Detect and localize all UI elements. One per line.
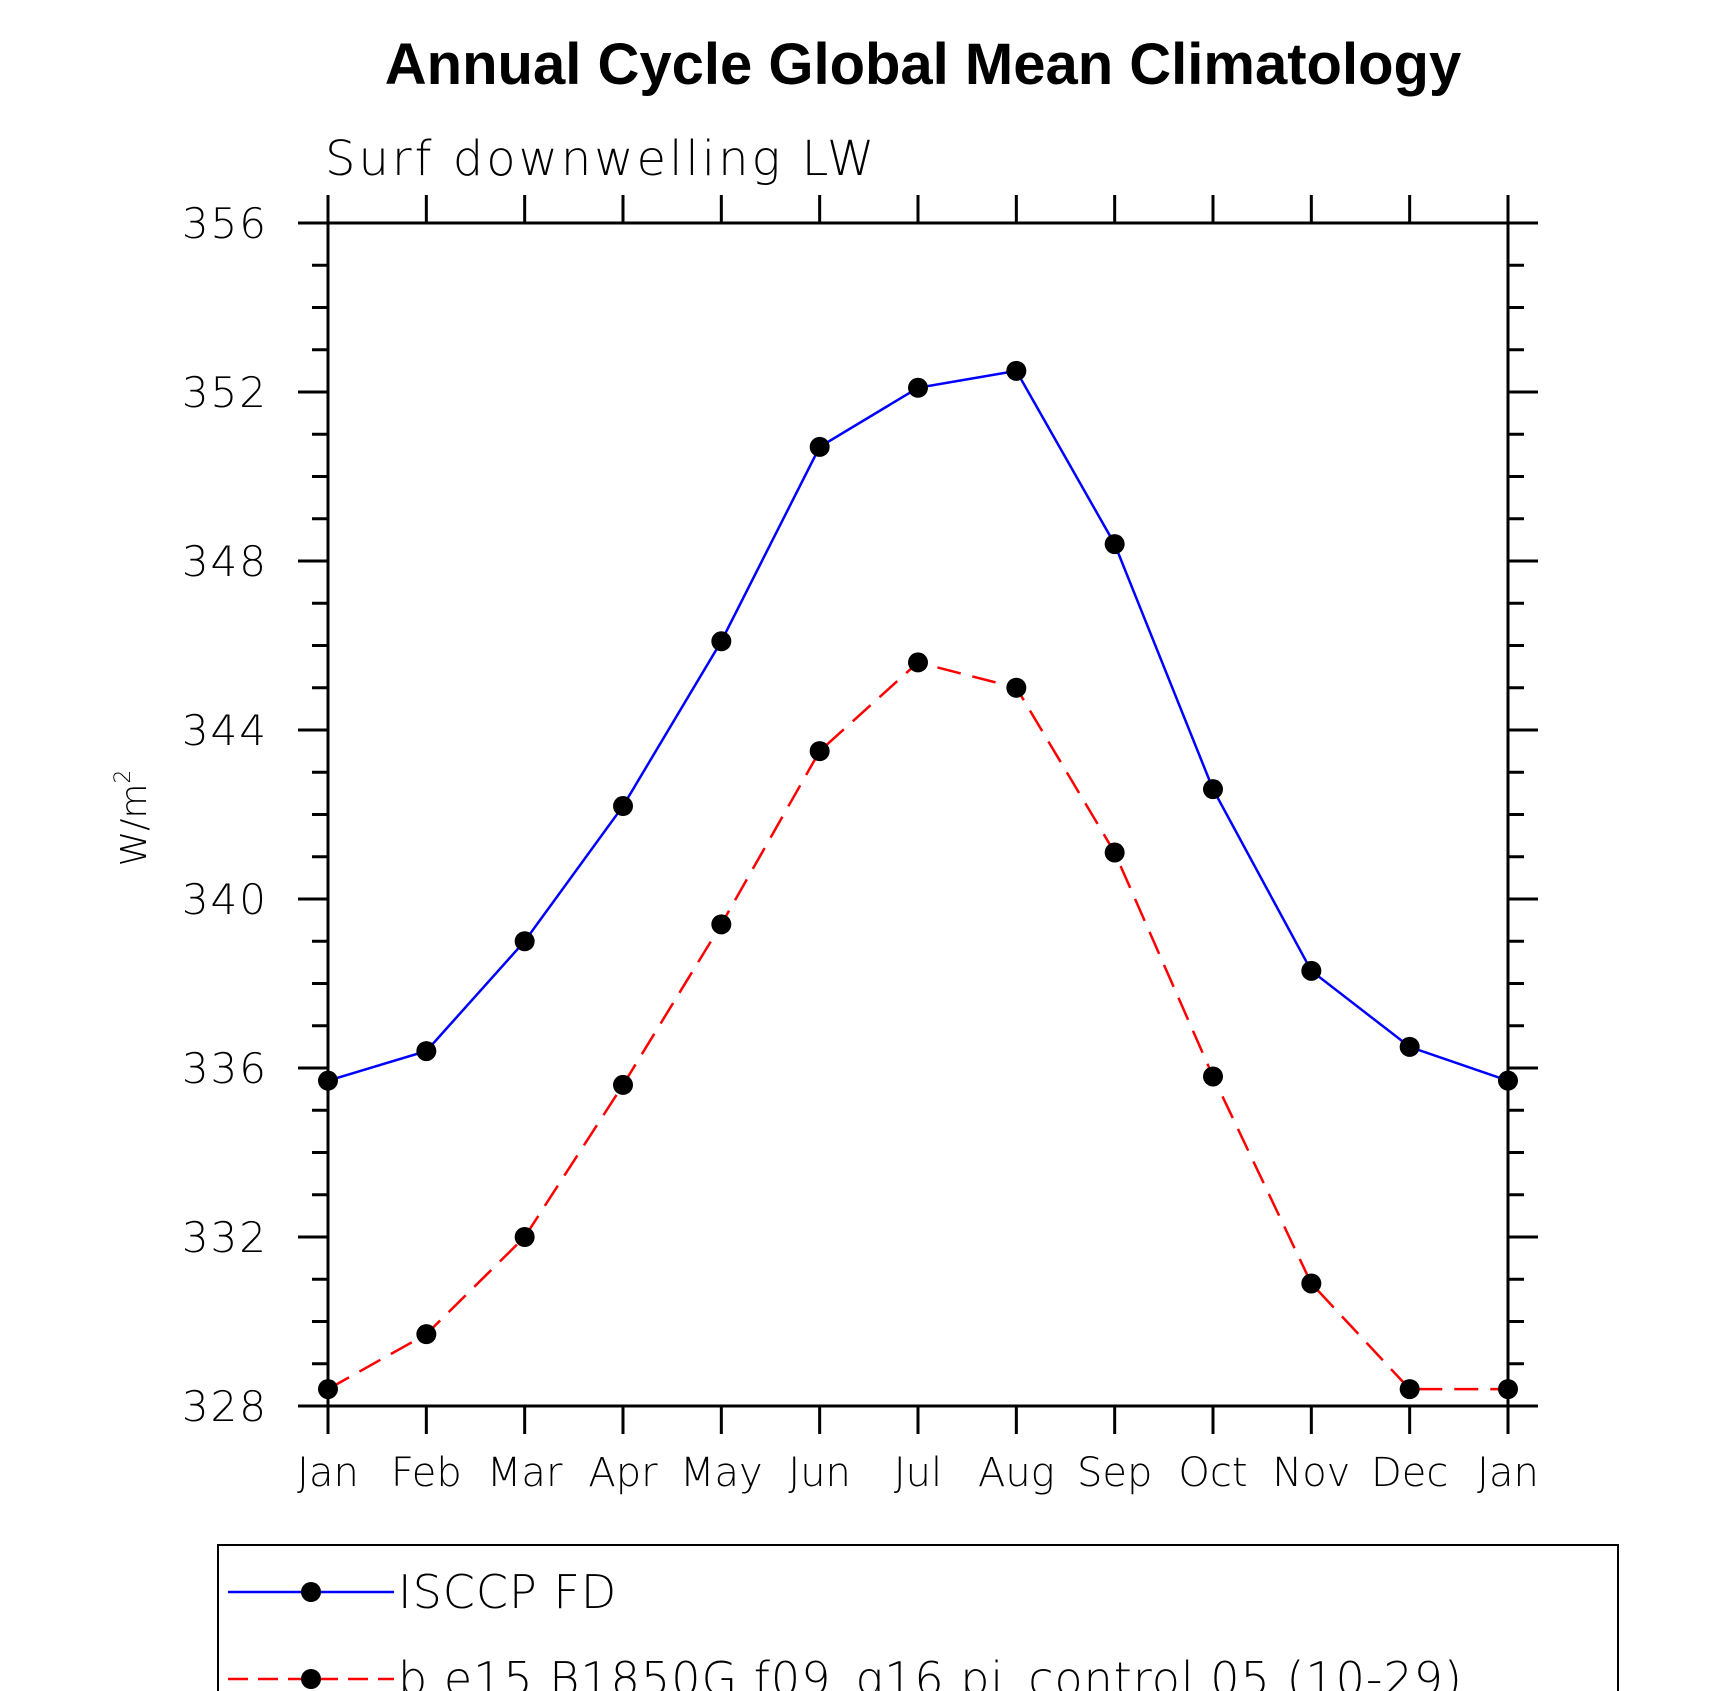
x-tick-label: Jan xyxy=(1477,1450,1539,1496)
svg-text:W/m2: W/m2 xyxy=(111,770,155,867)
plot-frame xyxy=(326,221,1510,1408)
series-0-point xyxy=(613,796,633,817)
legend-items: ISCCP FD b.e15.B1850G.f09_g16.pi_control.… xyxy=(228,1565,1463,1691)
y-axis-label-base: W/m xyxy=(114,784,155,867)
legend-box xyxy=(217,1544,1619,1691)
x-tick-label: Jan xyxy=(297,1450,359,1496)
y-tick-label: 348 xyxy=(182,537,268,586)
series-lines xyxy=(327,369,1509,1391)
x-tick-label: Apr xyxy=(588,1450,658,1496)
series-1-point xyxy=(908,652,928,673)
x-tick-label: Oct xyxy=(1178,1450,1247,1496)
chart-subtitle: Surf downwelling LW xyxy=(325,131,877,187)
legend-label-0: ISCCP FD xyxy=(398,1565,617,1619)
series-1-point xyxy=(1104,842,1125,863)
series-1-point xyxy=(1301,1273,1322,1294)
y-tick-labels: 328 332 336 340 344 348 352 356 xyxy=(182,199,268,1431)
x-tick-label: Mar xyxy=(487,1450,563,1496)
series-line-1 xyxy=(327,661,1508,1391)
legend: ISCCP FD b.e15.B1850G.f09_g16.pi_control.… xyxy=(217,1544,1619,1691)
y-tick-label: 352 xyxy=(182,368,268,417)
series-1-point xyxy=(416,1324,437,1345)
y-axis-label-superscript: 2 xyxy=(111,770,136,784)
axis-ticks xyxy=(298,195,1538,1434)
series-markers xyxy=(318,360,1518,1400)
series-0-point xyxy=(514,931,535,952)
x-tick-labels: Jan Feb Mar Apr May Jun Jul Aug Sep Oct Nov Dec Jan xyxy=(297,1450,1539,1496)
legend-marker-0 xyxy=(301,1582,321,1602)
series-0-point xyxy=(711,631,732,652)
series-1-point xyxy=(1399,1379,1420,1400)
series-1-point xyxy=(1006,677,1027,698)
legend-label-1: b.e15.B1850G.f09_g16.pi_control.05 (10-2… xyxy=(398,1652,1463,1691)
y-tick-label: 336 xyxy=(182,1044,268,1093)
y-axis-label: W/m2 xyxy=(111,770,155,867)
x-tick-label: Feb xyxy=(391,1450,462,1496)
x-tick-label: Aug xyxy=(978,1450,1055,1496)
legend-marker-1 xyxy=(301,1669,321,1689)
series-1-point xyxy=(514,1227,535,1247)
series-0-point xyxy=(1104,534,1125,555)
x-tick-label: Dec xyxy=(1371,1450,1448,1496)
series-1-point xyxy=(809,741,830,762)
series-1-point xyxy=(613,1074,633,1095)
y-tick-label: 328 xyxy=(182,1382,268,1431)
y-tick-label: 356 xyxy=(182,199,268,248)
series-0-point xyxy=(1006,360,1027,381)
series-1-point xyxy=(711,914,732,935)
y-tick-label: 344 xyxy=(182,706,268,755)
x-tick-label: May xyxy=(680,1450,763,1496)
chart-title: Annual Cycle Global Mean Climatology xyxy=(385,32,1461,97)
series-0-point xyxy=(416,1041,437,1062)
series-0-point xyxy=(1203,779,1223,800)
y-tick-label: 340 xyxy=(182,875,268,924)
series-line-0 xyxy=(327,369,1509,1082)
x-tick-label: Jul xyxy=(894,1450,942,1496)
series-0-point xyxy=(809,436,830,457)
y-tick-label: 332 xyxy=(182,1213,268,1262)
series-0-point xyxy=(908,377,928,398)
series-0-point xyxy=(1301,960,1322,981)
series-0-point xyxy=(1399,1036,1420,1057)
x-tick-label: Jun xyxy=(788,1450,851,1496)
series-1-point xyxy=(1203,1066,1223,1087)
x-tick-label: Nov xyxy=(1272,1450,1350,1496)
x-tick-label: Sep xyxy=(1077,1450,1152,1496)
